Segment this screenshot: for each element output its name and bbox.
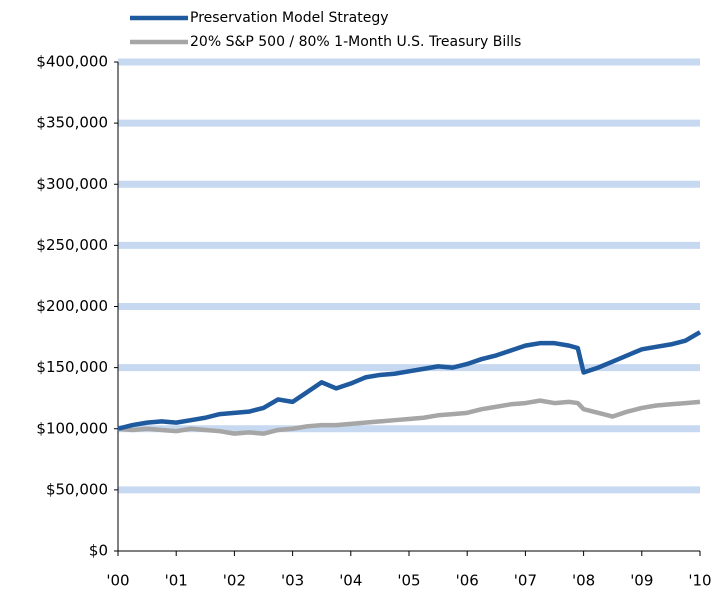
y-tick-label: $100,000 bbox=[36, 419, 108, 437]
series-line bbox=[117, 398, 701, 436]
legend-label: 20% S&P 500 / 80% 1-Month U.S. Treasury … bbox=[190, 34, 521, 50]
x-tick-label: '02 bbox=[223, 572, 246, 590]
x-tick-label: '10 bbox=[688, 572, 711, 590]
y-tick-label: $50,000 bbox=[46, 480, 108, 498]
x-tick-label: '01 bbox=[165, 572, 188, 590]
y-tick-label: $200,000 bbox=[36, 297, 108, 315]
x-tick-label: '08 bbox=[572, 572, 595, 590]
legend-label: Preservation Model Strategy bbox=[190, 10, 389, 26]
x-tick-label: '04 bbox=[339, 572, 362, 590]
x-tick-label: '09 bbox=[630, 572, 653, 590]
y-tick-label: $150,000 bbox=[36, 358, 108, 376]
y-tick-label: $250,000 bbox=[36, 236, 108, 254]
y-tick-label: $350,000 bbox=[36, 114, 108, 132]
x-tick-label: '03 bbox=[281, 572, 304, 590]
x-tick-label: '07 bbox=[514, 572, 537, 590]
series-line bbox=[117, 330, 702, 431]
y-tick-label: $400,000 bbox=[36, 53, 108, 71]
y-tick-label: $300,000 bbox=[36, 175, 108, 193]
x-tick-label: '06 bbox=[456, 572, 479, 590]
x-tick-label: '05 bbox=[397, 572, 420, 590]
y-tick-label: $0 bbox=[89, 542, 108, 560]
x-tick-label: '00 bbox=[106, 572, 129, 590]
